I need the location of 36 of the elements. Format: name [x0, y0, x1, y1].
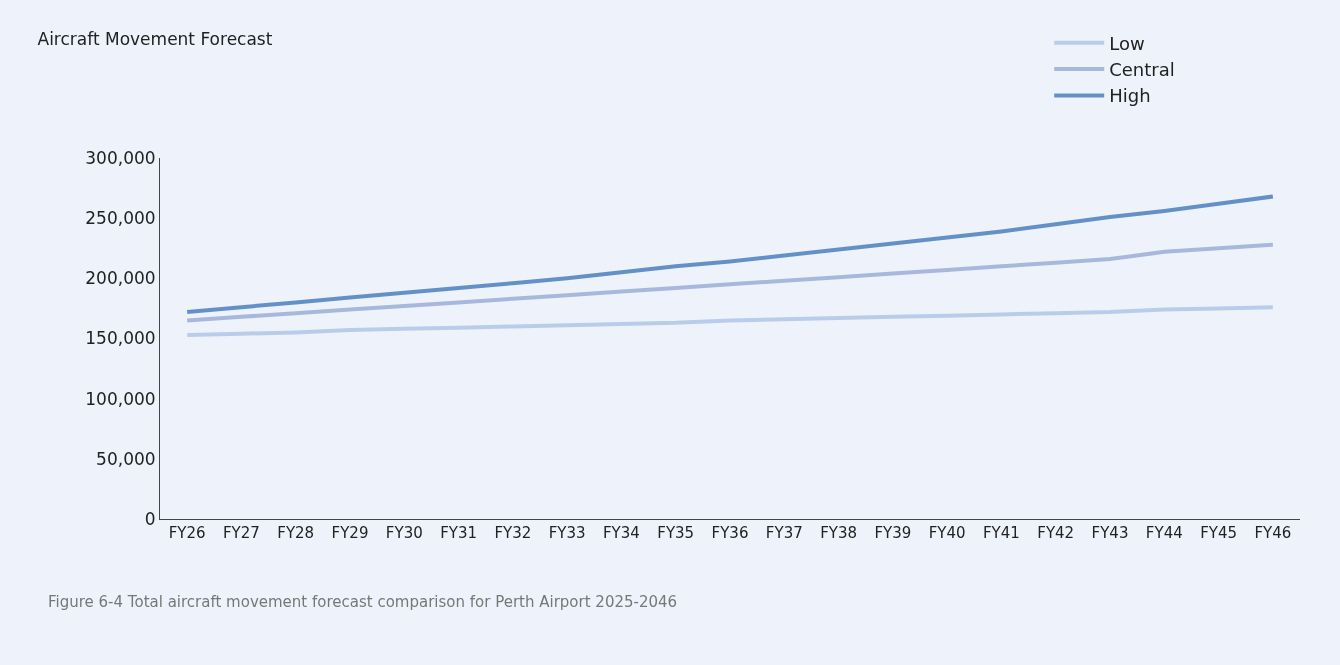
- legend-label: Low: [1109, 32, 1145, 54]
- legend-label: High: [1109, 85, 1151, 107]
- x-tick-label: FY39: [874, 524, 912, 542]
- x-tick-label: FY31: [440, 524, 478, 542]
- y-tick-label: 50,000: [96, 448, 156, 469]
- x-tick-label: FY46: [1254, 524, 1292, 542]
- x-tick-label: FY44: [1145, 524, 1183, 542]
- x-tick-label: FY37: [765, 524, 803, 542]
- x-tick-label: FY33: [548, 524, 586, 542]
- x-tick-label: FY41: [982, 524, 1020, 542]
- x-tick-label: FY28: [277, 524, 315, 542]
- x-tick-label: FY40: [928, 524, 966, 542]
- x-tick-label: FY34: [602, 524, 640, 542]
- y-tick-label: 250,000: [85, 208, 156, 229]
- x-tick-label: FY43: [1091, 524, 1129, 542]
- y-tick-label: 0: [144, 508, 156, 529]
- line-series: [185, 305, 1275, 337]
- x-tick-label: FY32: [494, 524, 532, 542]
- x-tick-label: FY45: [1200, 524, 1238, 542]
- y-tick-label: 150,000: [85, 328, 156, 349]
- y-tick-label: 300,000: [85, 147, 156, 168]
- caption: Figure 6-4 Total aircraft movement forecast comparison for Perth Airport 2025-2046: [48, 593, 678, 611]
- line-series: [185, 242, 1275, 323]
- x-tick-label: FY42: [1037, 524, 1075, 542]
- x-tick-label: FY36: [711, 524, 749, 542]
- chart-title: Aircraft Movement Forecast: [37, 29, 273, 50]
- line-series: [185, 194, 1275, 315]
- y-tick-label: 200,000: [85, 268, 156, 289]
- x-tick-label: FY26: [168, 524, 206, 542]
- x-tick-label: FY29: [331, 524, 369, 542]
- x-tick-label: FY35: [657, 524, 695, 542]
- x-tick-label: FY38: [820, 524, 858, 542]
- legend-label: Central: [1109, 59, 1175, 81]
- y-tick-label: 100,000: [85, 388, 156, 409]
- x-tick-label: FY30: [385, 524, 423, 542]
- x-tick-label: FY27: [222, 524, 260, 542]
